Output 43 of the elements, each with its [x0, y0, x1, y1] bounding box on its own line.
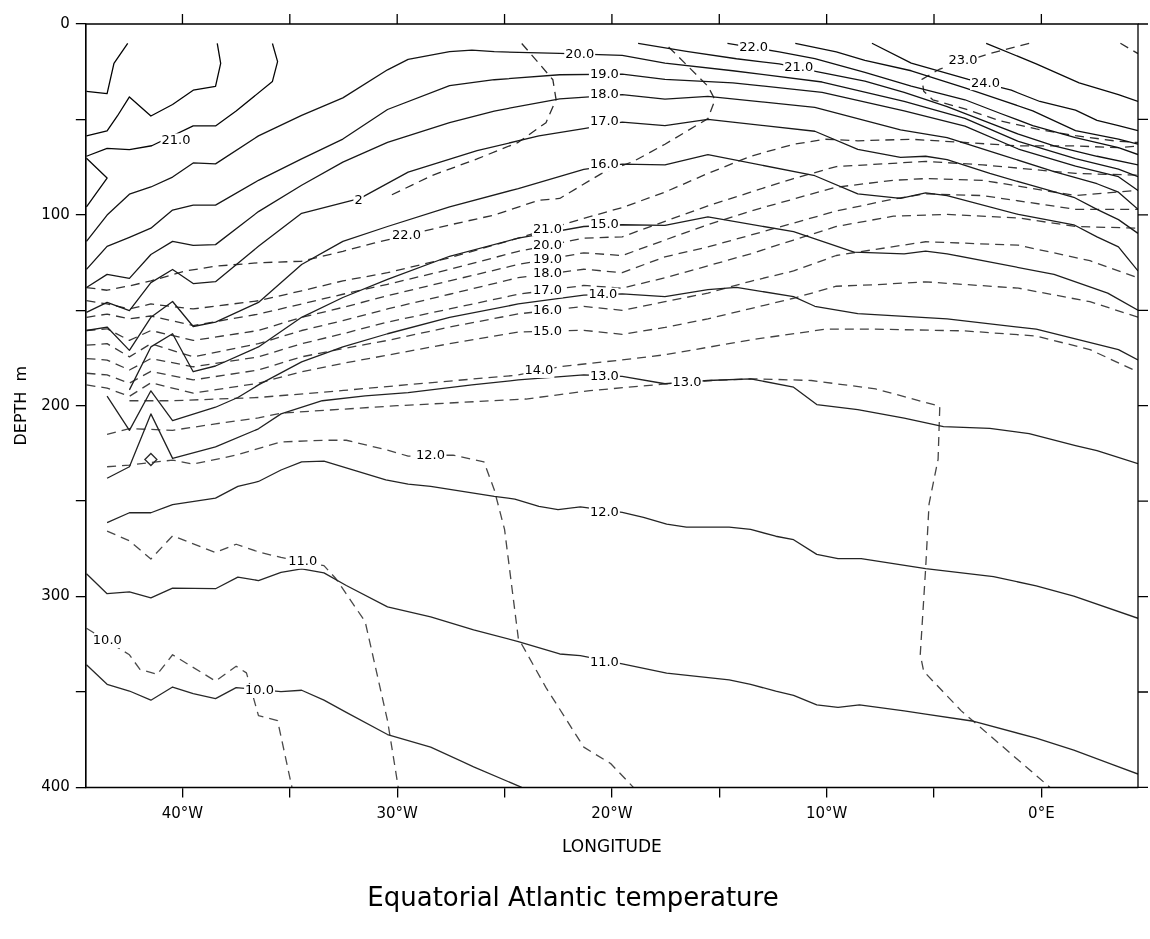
annotation: 14.0 [524, 362, 554, 378]
y-axis-title: DEPTH m [10, 365, 30, 446]
x-tick-label: 0°E [1028, 804, 1055, 823]
annotation: 24.0 [971, 74, 1001, 90]
annotation: 20.0 [565, 45, 595, 61]
x-tick-label: 30°W [376, 804, 419, 823]
annotation: 17.0 [589, 113, 619, 129]
annotation: 2 [354, 191, 363, 207]
annotation: 15.0 [533, 322, 562, 338]
annotation: 12.0 [589, 503, 619, 519]
annotation: 10.0 [245, 682, 275, 698]
annotation: 22.0 [391, 226, 421, 242]
annotation: 18.0 [589, 85, 619, 101]
annotation: 15.0 [589, 216, 619, 232]
x-tick-label: 20°W [591, 804, 633, 823]
annotation: 18.0 [533, 265, 562, 281]
annotation: 14.0 [588, 286, 618, 301]
y-tick-label: 100 [41, 204, 70, 223]
annotation: 21.0 [533, 220, 562, 236]
annotation: 11.0 [589, 654, 619, 670]
y-tick-label: 400 [41, 777, 70, 796]
annotation: 22.0 [739, 39, 769, 55]
annotation: 23.0 [948, 51, 978, 67]
x-tick-label: 10°W [805, 804, 848, 823]
y-tick-label: 0 [60, 13, 70, 32]
annotation: 19.0 [589, 65, 619, 81]
annotation: 21.0 [784, 59, 814, 75]
annotation: 11.0 [288, 553, 318, 568]
annotation: 16.0 [533, 302, 562, 318]
annotation: 16.0 [589, 156, 619, 172]
annotation: 12.0 [415, 446, 445, 462]
annotation: 17.0 [533, 281, 562, 297]
annotation: 19.0 [533, 250, 562, 266]
x-tick-label: 40°W [161, 804, 204, 823]
y-tick-label: 300 [41, 586, 70, 605]
annotation: 21.0 [161, 131, 191, 147]
annotation: 13.0 [589, 367, 619, 383]
x-axis-title: LONGITUDE [562, 836, 662, 857]
y-tick-label: 200 [41, 395, 70, 414]
annotation: 10.0 [92, 632, 122, 648]
annotation: 13.0 [672, 373, 702, 389]
annotation: 20.0 [533, 236, 562, 252]
text: Equatorial Atlantic temperature [367, 882, 779, 913]
